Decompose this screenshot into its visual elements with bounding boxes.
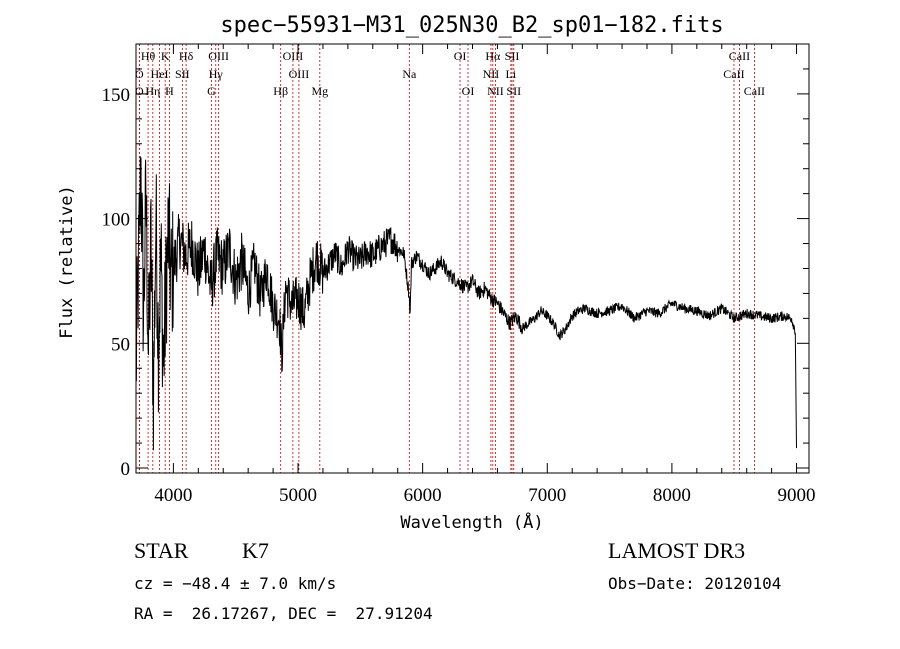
spectral-line-label: NII [487, 84, 504, 98]
x-axis-label: Wavelength (Å) [400, 511, 543, 533]
spectral-line-label: CaII [723, 67, 744, 81]
spectral-line-label: Hγ [209, 67, 224, 81]
spectral-line-label: Hα [485, 49, 501, 63]
spectral-line-label: G [207, 84, 216, 98]
spectral-line-label: Hθ [141, 49, 156, 63]
spectral-line-label: NII [483, 67, 500, 81]
x-tick-label: 7000 [528, 485, 566, 506]
y-tick-label: 50 [111, 334, 130, 355]
y-tick-label: 0 [121, 459, 131, 480]
y-tick-label: 100 [102, 210, 131, 231]
x-tick-label: 4000 [154, 485, 192, 506]
redshift-velocity: cz = −48.4 ± 7.0 km/s [134, 574, 337, 593]
spectral-line-label: Mg [311, 84, 328, 98]
x-tick-label: 9000 [778, 485, 816, 506]
x-tick-label: 6000 [404, 485, 442, 506]
spectral-line-label: CaII [729, 49, 750, 63]
spectral-line-label: Li [506, 67, 517, 81]
spectral-line-label: HeI [151, 67, 169, 81]
spectral-line-label: Hδ [179, 49, 194, 63]
spectral-line-label: SII [175, 67, 190, 81]
spectral-line-label: OIII [283, 49, 304, 63]
plot-frame [135, 43, 810, 474]
spectral-line-label: OI [462, 84, 475, 98]
observation-date: Obs−Date: 20120104 [608, 574, 782, 593]
spectral-line-label: O [135, 67, 144, 81]
y-axis: 0 50 100 150 [102, 68, 809, 480]
y-axis-label: Flux (relative) [57, 185, 77, 339]
spectral-line-label: CaII [744, 84, 765, 98]
spectral-line-label: Na [402, 67, 417, 81]
coordinates: RA = 26.17267, DEC = 27.91204 [134, 604, 433, 623]
object-subclass: K7 [242, 538, 269, 563]
survey-name: LAMOST DR3 [608, 538, 746, 563]
flux-series-line [135, 156, 797, 451]
x-tick-label: 8000 [653, 485, 691, 506]
spectral-line-label: SII [505, 49, 520, 63]
spectral-line-label: K [161, 49, 170, 63]
x-tick-label: 5000 [279, 485, 317, 506]
spectral-line-label: Hη [145, 84, 160, 98]
object-class: STAR [134, 538, 189, 563]
spectral-line-label: OIII [208, 49, 229, 63]
spectral-line-label: H [165, 84, 174, 98]
x-axis: 4000 5000 6000 7000 8000 9000 [154, 44, 816, 506]
chart-title: spec−55931−M31_025N30_B2_sp01−182.fits [220, 13, 723, 38]
spectral-lines-layer [138, 44, 755, 473]
spectral-line-label: SII [506, 84, 521, 98]
spectral-line-label: O [135, 84, 144, 98]
y-tick-label: 150 [102, 85, 131, 106]
spectral-line-label: OIII [289, 67, 310, 81]
spectral-line-label: Hβ [273, 84, 288, 98]
spectral-line-label: OI [454, 49, 467, 63]
